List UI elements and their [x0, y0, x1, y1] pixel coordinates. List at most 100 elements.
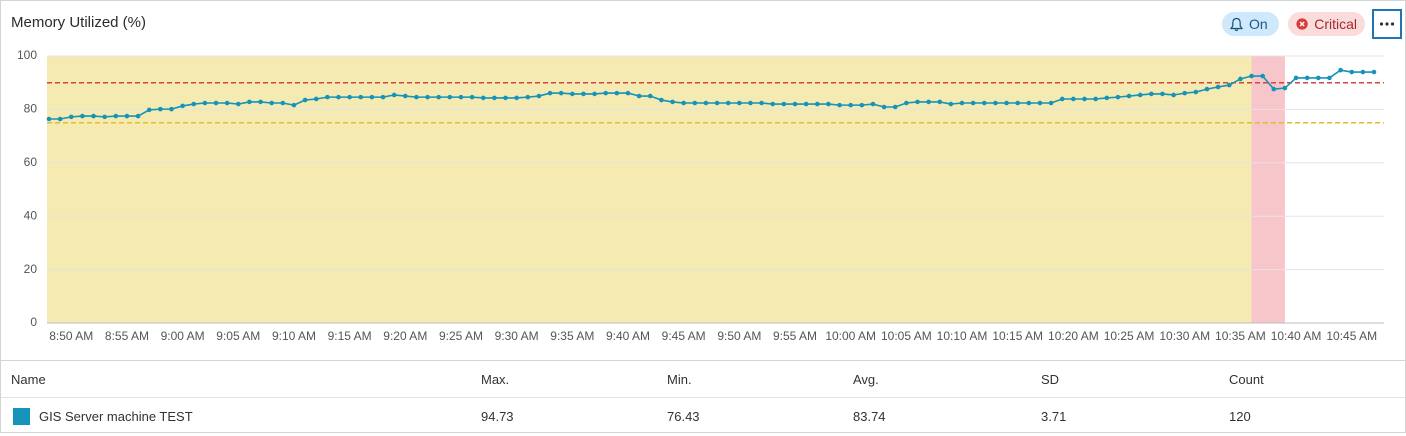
data-point — [993, 100, 998, 106]
data-point — [1015, 100, 1020, 106]
data-point — [336, 94, 341, 100]
more-button[interactable] — [1372, 9, 1402, 39]
data-point — [1238, 76, 1243, 82]
data-point — [403, 93, 408, 99]
data-point — [1316, 75, 1321, 81]
data-point — [1048, 100, 1054, 106]
data-point — [1327, 75, 1332, 81]
data-point — [1104, 95, 1110, 101]
data-point — [91, 113, 96, 119]
x-tick-label: 9:55 AM — [773, 329, 817, 343]
x-tick-label: 10:40 AM — [1271, 329, 1322, 343]
stat-value: 120 — [1229, 409, 1251, 424]
data-point — [269, 100, 274, 106]
x-tick-label: 10:10 AM — [937, 329, 988, 343]
data-point — [247, 99, 252, 105]
data-point — [1249, 73, 1254, 79]
data-point — [1371, 69, 1377, 75]
data-point — [647, 93, 653, 99]
stat-value: 94.73 — [481, 409, 514, 424]
data-point — [369, 94, 375, 100]
data-point — [525, 94, 531, 100]
data-point — [692, 100, 698, 106]
critical-icon — [1296, 18, 1308, 30]
table-row: GIS Server machine TEST 94.73 76.43 83.74 3.… — [1, 398, 1405, 434]
status-badge[interactable]: On — [1222, 12, 1279, 36]
data-point — [80, 113, 85, 119]
chart: 0 20 40 60 80 100 8:50 AM 8:55 AM 9:00 AM 9:05 AM… — [17, 48, 1384, 343]
series-name: GIS Server machine TEST — [39, 409, 193, 424]
data-point — [213, 100, 219, 106]
column-header: SD — [1041, 372, 1060, 387]
data-point — [625, 90, 631, 96]
data-point — [904, 100, 909, 106]
data-point — [1026, 100, 1032, 106]
data-point — [447, 94, 453, 100]
data-point — [202, 100, 208, 106]
y-tick-label: 60 — [24, 155, 38, 169]
y-tick-label: 80 — [24, 102, 38, 116]
data-point — [113, 113, 119, 119]
data-point — [636, 93, 642, 99]
data-point — [224, 100, 230, 106]
x-tick-label: 10:35 AM — [1215, 329, 1266, 343]
data-point — [848, 102, 853, 108]
x-tick-label: 10:00 AM — [825, 329, 876, 343]
column-header: Count — [1229, 372, 1264, 387]
data-point — [959, 100, 965, 106]
data-point — [503, 95, 508, 101]
data-point — [124, 113, 130, 119]
data-point — [68, 114, 74, 120]
data-point — [881, 104, 887, 110]
data-point — [803, 101, 809, 107]
data-point — [1215, 84, 1221, 90]
data-point — [458, 94, 464, 100]
x-tick-label: 9:05 AM — [216, 329, 260, 343]
data-point — [781, 101, 787, 107]
bell-icon — [1230, 17, 1243, 31]
data-point — [681, 100, 686, 106]
data-point — [1126, 93, 1132, 99]
data-point — [102, 114, 107, 120]
column-header: Name — [11, 372, 46, 387]
x-tick-label: 10:05 AM — [881, 329, 932, 343]
stat-value: 76.43 — [667, 409, 700, 424]
data-point — [926, 99, 931, 105]
series-swatch — [13, 408, 30, 425]
data-point — [536, 93, 542, 99]
column-header: Avg. — [853, 372, 879, 387]
data-point — [480, 95, 486, 101]
data-point — [414, 94, 419, 100]
data-point — [1037, 100, 1043, 106]
data-point — [1082, 96, 1087, 102]
column-header: Max. — [481, 372, 510, 387]
x-tick-label: 9:45 AM — [662, 329, 706, 343]
status-text: On — [1249, 16, 1268, 32]
data-point — [1193, 89, 1199, 95]
data-point — [1360, 69, 1366, 75]
data-point — [436, 94, 442, 100]
data-point — [146, 107, 152, 113]
data-point — [1149, 91, 1154, 97]
data-point — [870, 101, 876, 107]
data-point — [135, 113, 141, 119]
y-tick-label: 0 — [30, 315, 37, 329]
data-point — [514, 95, 519, 101]
data-point — [748, 100, 753, 106]
data-point — [1115, 94, 1121, 100]
data-point — [258, 99, 263, 105]
data-point — [792, 101, 798, 107]
data-point — [1059, 96, 1065, 102]
y-tick-label: 40 — [24, 208, 38, 222]
severity-badge[interactable]: Critical — [1288, 12, 1365, 36]
table-header: Name Max. Min. Avg. SD Count — [1, 361, 1405, 398]
stats-table: Name Max. Min. Avg. SD Count GIS Server machi… — [1, 360, 1405, 434]
data-point — [180, 103, 185, 109]
x-tick-label: 10:25 AM — [1104, 329, 1155, 343]
data-point — [725, 100, 731, 106]
data-point — [158, 106, 163, 112]
data-point — [1293, 75, 1299, 81]
stat-value: 3.71 — [1041, 409, 1067, 424]
data-point — [1260, 73, 1265, 79]
data-point — [1182, 90, 1188, 96]
